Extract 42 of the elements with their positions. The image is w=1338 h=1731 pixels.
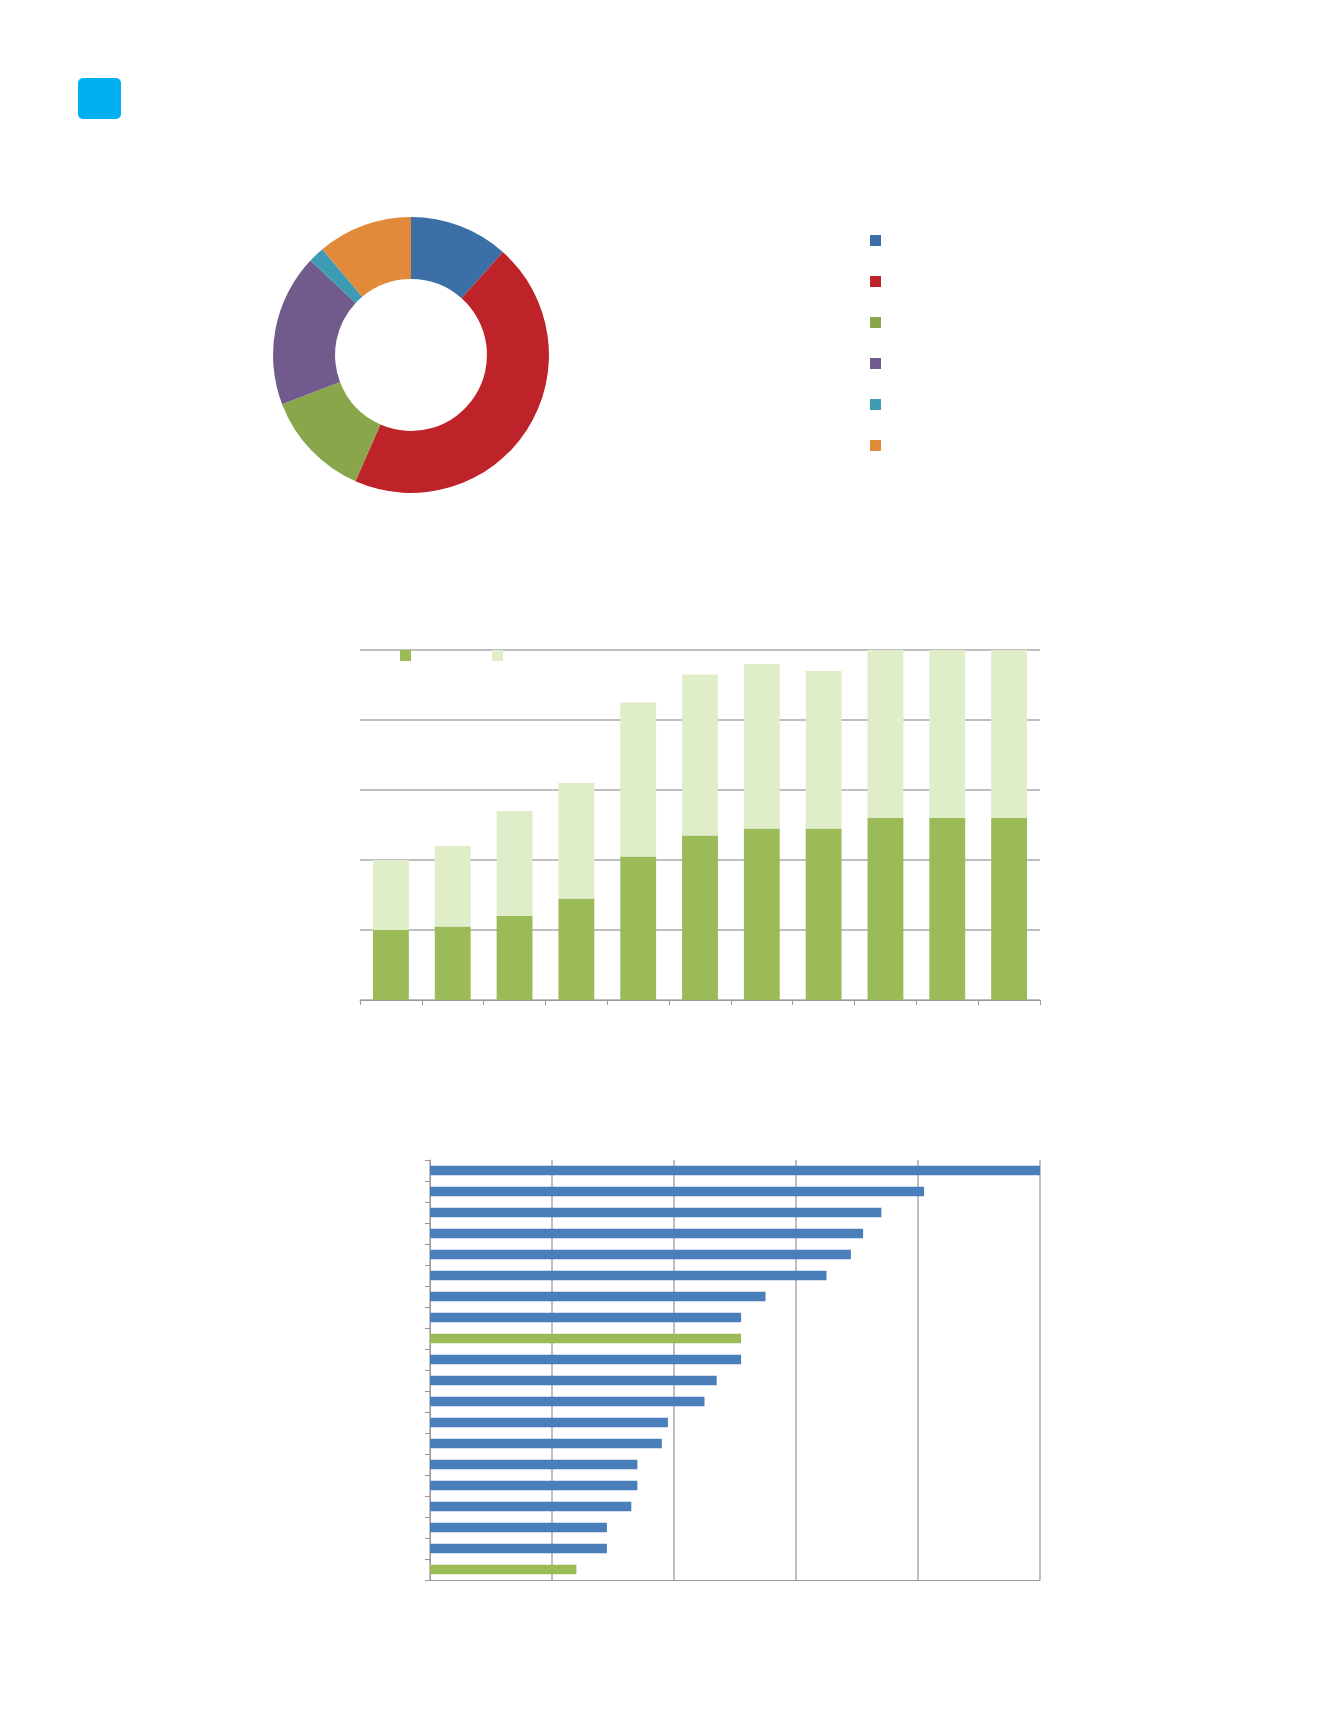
bar	[743, 828, 780, 1000]
bar	[430, 1312, 742, 1323]
bar	[620, 856, 657, 1000]
bar	[430, 1501, 632, 1512]
bar	[372, 930, 409, 1000]
bar	[430, 1396, 705, 1407]
bar	[991, 818, 1028, 1000]
bar	[430, 1354, 742, 1365]
bar	[430, 1291, 766, 1302]
bar	[620, 702, 657, 857]
bar	[430, 1438, 662, 1449]
bar	[434, 926, 471, 1000]
bar	[867, 650, 904, 818]
bar	[430, 1165, 1040, 1176]
bar	[430, 1522, 607, 1533]
bar	[991, 650, 1028, 818]
bar	[430, 1249, 851, 1260]
bar	[372, 860, 409, 930]
bar	[430, 1459, 638, 1470]
bar	[430, 1417, 668, 1428]
bar	[430, 1564, 577, 1575]
bar	[682, 674, 718, 836]
bar	[558, 898, 595, 1000]
bar	[929, 650, 966, 818]
bar	[805, 828, 842, 1000]
bar	[805, 671, 842, 829]
bar	[867, 818, 904, 1000]
bar	[430, 1228, 864, 1239]
bar	[430, 1207, 882, 1218]
bar	[558, 783, 595, 899]
bar	[743, 664, 780, 829]
bar	[496, 916, 533, 1000]
bar	[430, 1543, 607, 1554]
bar	[496, 811, 533, 916]
bar	[430, 1186, 925, 1197]
bar	[434, 846, 471, 927]
bar	[682, 835, 718, 1000]
bar	[430, 1480, 638, 1491]
bar	[929, 818, 966, 1000]
bar	[430, 1375, 717, 1386]
bar	[430, 1270, 827, 1281]
bar	[430, 1333, 742, 1344]
